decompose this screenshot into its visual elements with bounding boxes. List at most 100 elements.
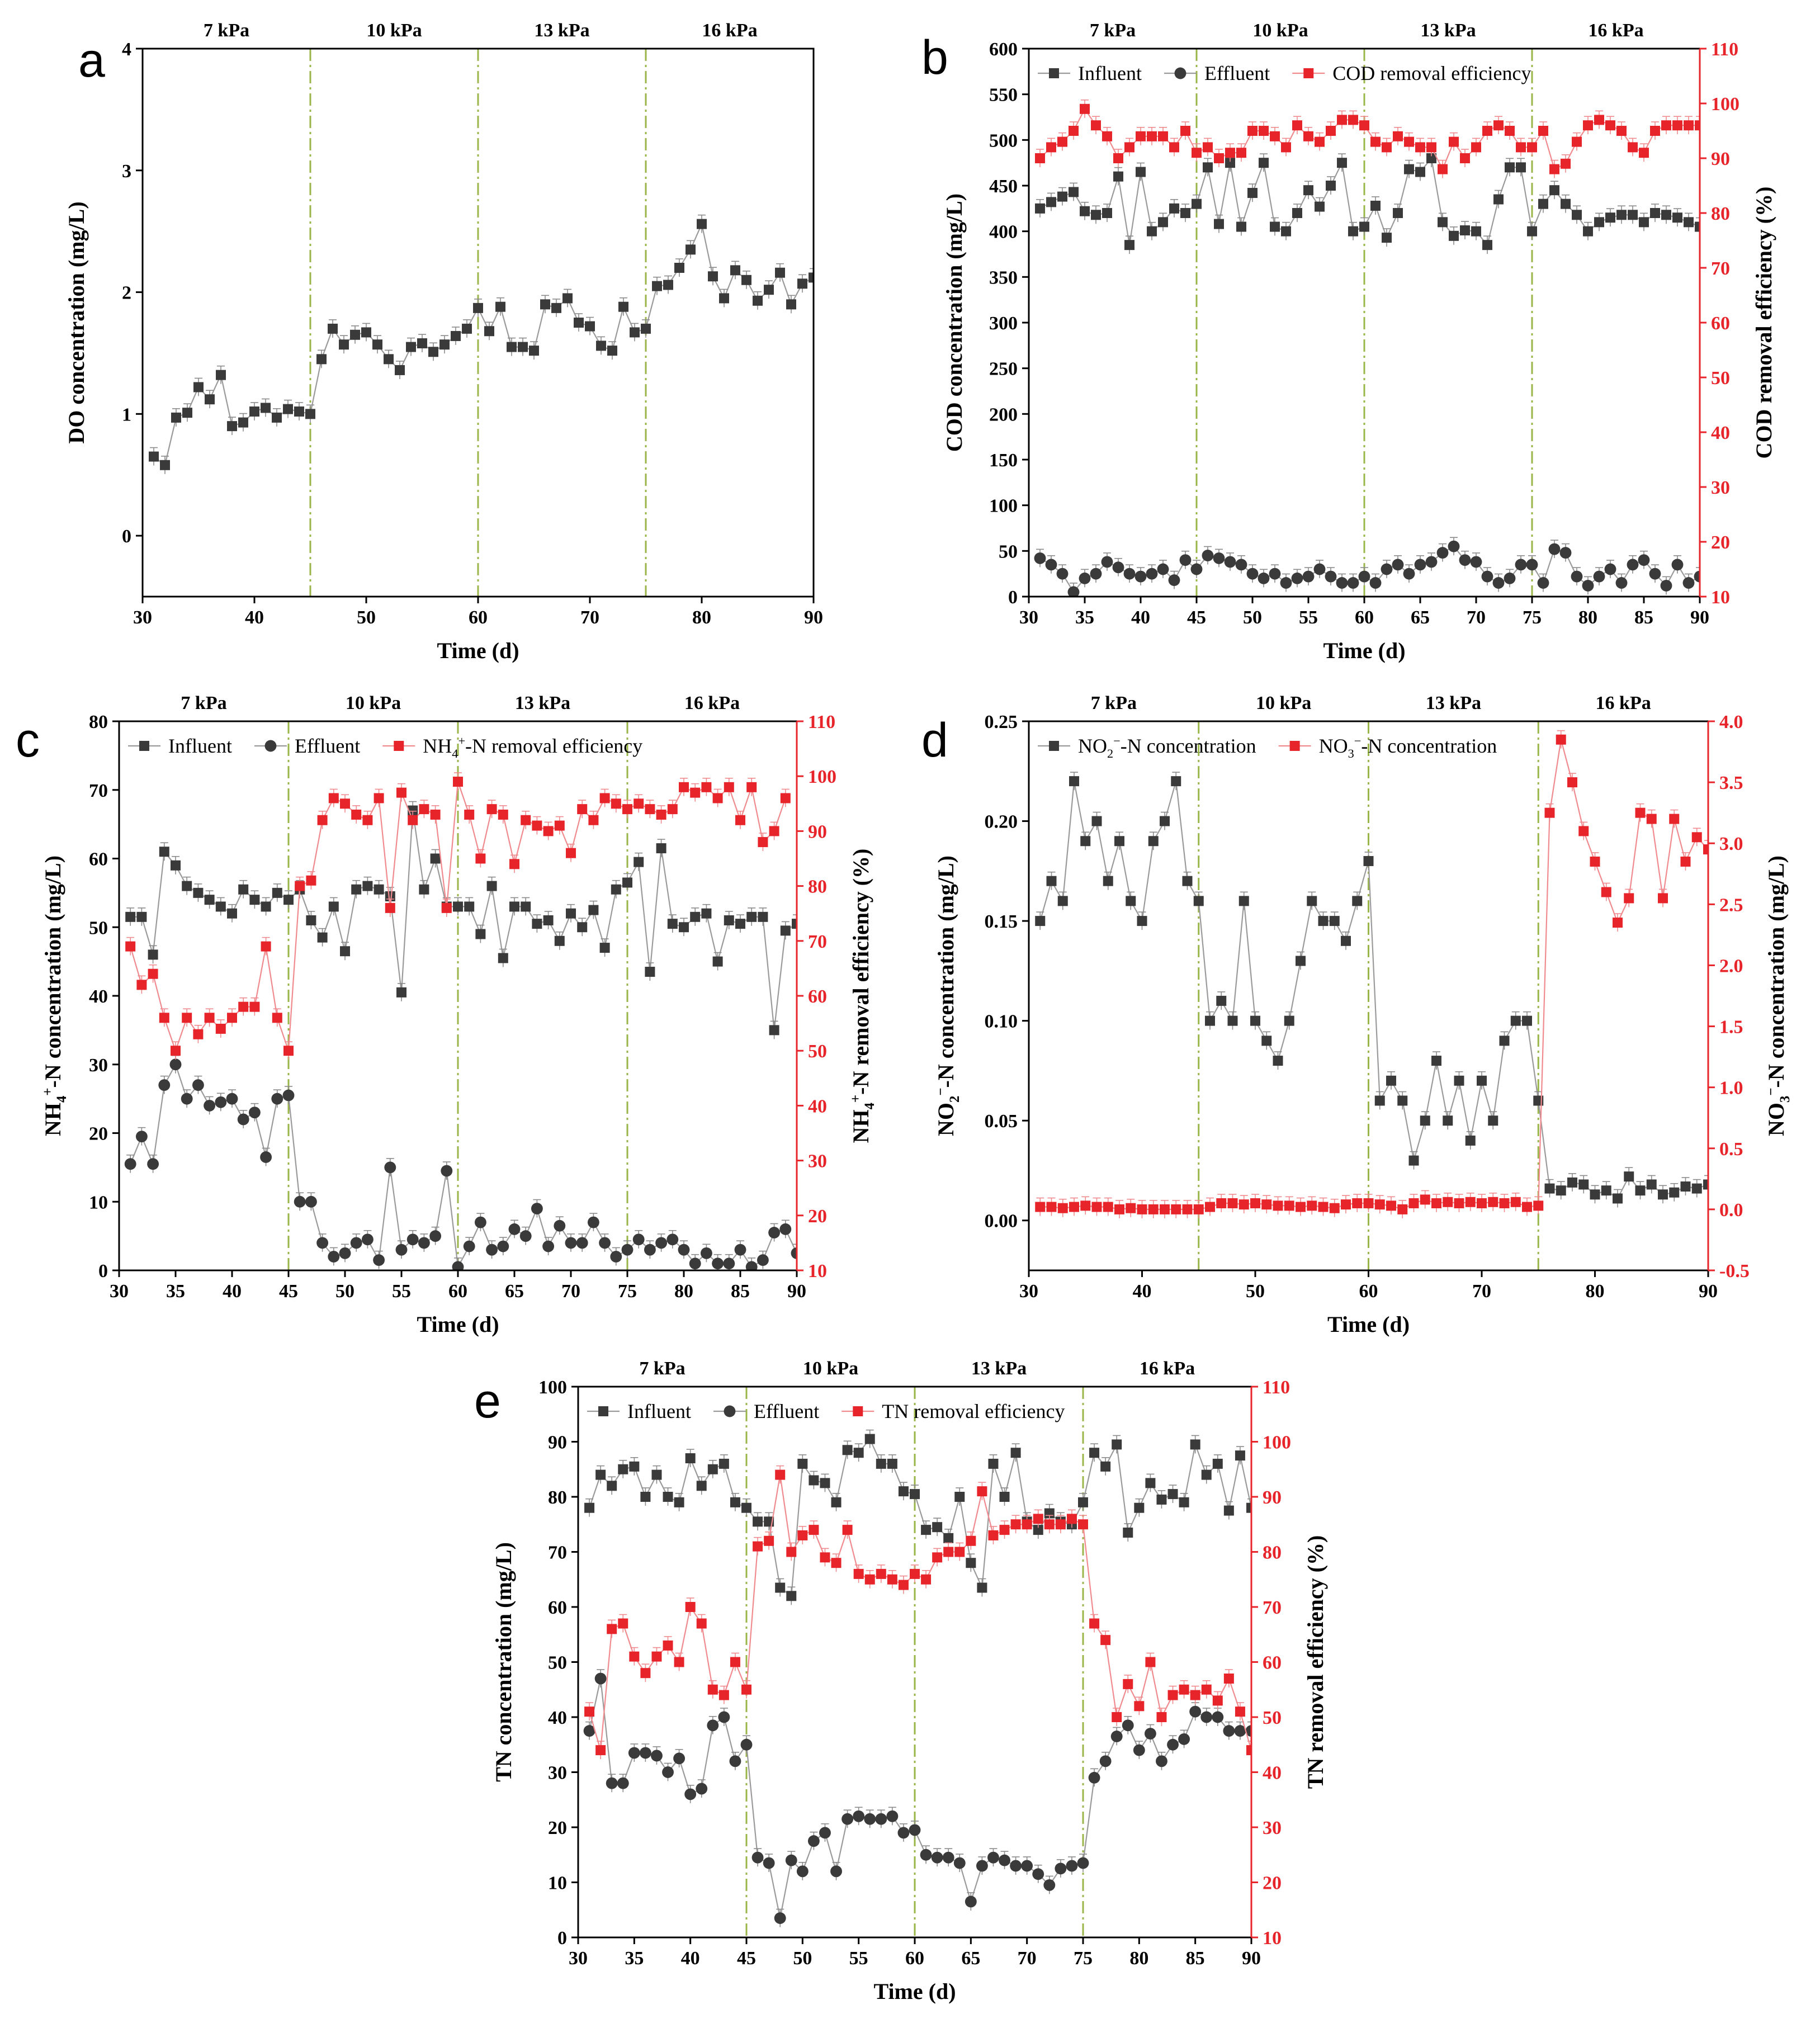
- data-point: [1556, 1185, 1566, 1196]
- phase-label: 13 kPa: [1420, 20, 1476, 41]
- data-point: [566, 908, 576, 919]
- data-point: [1460, 225, 1470, 236]
- data-point: [1259, 126, 1269, 136]
- y-axis-title: COD concentration (mg/L): [942, 193, 967, 452]
- data-point: [797, 1458, 808, 1469]
- data-point: [594, 1672, 607, 1685]
- x-tick-label: 60: [905, 1948, 924, 1969]
- data-point: [554, 1219, 566, 1232]
- data-point: [249, 895, 260, 905]
- data-point: [395, 365, 405, 375]
- data-point: [1556, 734, 1566, 745]
- data-point: [1352, 1198, 1363, 1208]
- data-point: [809, 1525, 819, 1535]
- data-point: [1336, 577, 1348, 589]
- data-point: [1616, 126, 1627, 136]
- data-point: [712, 1258, 724, 1270]
- y2-tick-label: 80: [1711, 204, 1730, 224]
- data-point: [753, 295, 763, 306]
- data-point: [842, 1445, 853, 1455]
- data-point: [428, 347, 438, 357]
- data-point: [999, 1854, 1010, 1866]
- legend-item: Influent: [128, 735, 232, 757]
- data-point: [887, 1458, 897, 1469]
- data-point: [1114, 1204, 1124, 1214]
- data-point: [521, 901, 531, 912]
- x-axis-title: Time (d): [417, 1312, 499, 1337]
- data-point: [1548, 543, 1561, 555]
- data-point: [1635, 807, 1646, 818]
- data-point: [1605, 120, 1615, 131]
- data-point: [1123, 1528, 1133, 1538]
- panel-letter: c: [16, 713, 40, 767]
- data-point: [417, 338, 427, 349]
- data-point: [1292, 208, 1302, 218]
- data-point: [735, 919, 745, 929]
- data-point: [652, 281, 662, 291]
- data-point: [1449, 136, 1459, 147]
- data-point: [340, 946, 350, 957]
- data-point: [475, 929, 486, 939]
- data-point: [182, 881, 192, 891]
- data-point: [339, 339, 349, 350]
- y-tick-label: 10: [548, 1873, 567, 1894]
- data-point: [588, 905, 599, 915]
- data-point: [238, 1001, 249, 1012]
- data-point: [1386, 1200, 1396, 1211]
- data-point: [655, 1237, 668, 1249]
- data-point: [372, 339, 382, 350]
- data-point: [701, 908, 712, 919]
- y-tick-label: 10: [89, 1192, 108, 1213]
- y2-tick-label: -0.5: [1719, 1261, 1750, 1282]
- data-point: [701, 782, 712, 792]
- data-point: [1046, 876, 1057, 886]
- data-point: [1415, 167, 1425, 177]
- data-point: [453, 901, 463, 912]
- data-point: [1080, 836, 1091, 847]
- data-point: [588, 815, 599, 825]
- y2-tick-label: 60: [1263, 1653, 1282, 1674]
- phase-label: 13 kPa: [534, 20, 589, 41]
- phase-label: 16 kPa: [684, 693, 740, 713]
- data-point: [475, 853, 486, 864]
- data-point: [741, 1684, 751, 1695]
- data-point: [1101, 556, 1113, 568]
- data-point: [508, 1223, 521, 1235]
- data-point: [674, 1657, 684, 1667]
- y2-tick-label: 50: [1711, 368, 1730, 389]
- y-tick-label: 450: [989, 176, 1018, 197]
- data-point: [1363, 855, 1374, 866]
- data-point: [988, 1458, 999, 1469]
- y-tick-label: 80: [548, 1487, 567, 1508]
- data-point: [540, 299, 550, 310]
- data-point: [396, 987, 406, 998]
- data-point: [1425, 556, 1438, 568]
- x-tick-label: 80: [1129, 1948, 1148, 1969]
- y-tick-label: 600: [989, 39, 1018, 60]
- data-point: [316, 1237, 329, 1249]
- data-point: [1137, 1204, 1147, 1214]
- data-point: [630, 327, 640, 338]
- data-point: [1080, 206, 1090, 216]
- data-point: [328, 1251, 340, 1263]
- phase-label: 16 kPa: [1588, 20, 1643, 41]
- data-point: [724, 915, 734, 925]
- data-point: [532, 919, 542, 929]
- y2-tick-label: 60: [808, 986, 827, 1007]
- y-tick-label: 40: [89, 986, 108, 1007]
- data-point: [585, 321, 595, 332]
- data-point: [639, 1747, 651, 1759]
- x-tick-label: 60: [1359, 1281, 1378, 1302]
- data-point: [932, 1522, 943, 1533]
- series-layer: [1034, 100, 1700, 597]
- x-tick-label: 70: [1467, 607, 1486, 628]
- data-point: [1167, 1690, 1178, 1700]
- data-point: [662, 1766, 674, 1778]
- data-point: [775, 1469, 786, 1480]
- x-tick-label: 90: [787, 1281, 806, 1302]
- phase-label: 13 kPa: [515, 693, 570, 713]
- panel-letter: a: [78, 34, 105, 87]
- data-point: [607, 1481, 617, 1491]
- phase-label: 7 kPa: [181, 693, 226, 713]
- data-point: [1499, 1198, 1510, 1208]
